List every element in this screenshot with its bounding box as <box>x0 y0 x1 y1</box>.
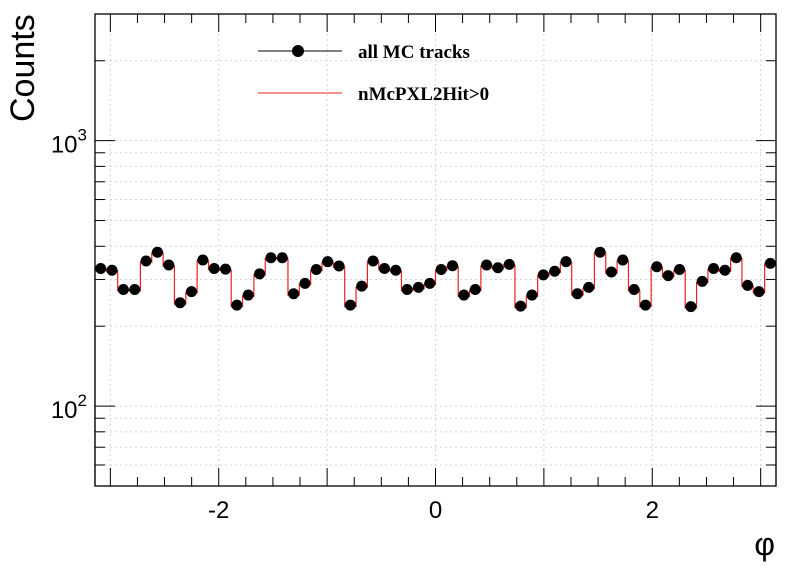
data-point <box>719 264 731 276</box>
x-tick-label: -2 <box>208 497 229 524</box>
data-point <box>95 262 107 274</box>
data-point <box>401 283 413 295</box>
data-point <box>447 260 459 272</box>
data-point <box>628 283 640 295</box>
data-point <box>299 277 311 289</box>
y-axis-title: Counts <box>4 14 42 122</box>
data-point <box>435 264 447 276</box>
legend-marker-all-mc-tracks <box>292 45 304 57</box>
data-point <box>764 257 776 269</box>
data-point <box>481 259 493 271</box>
legend-entry-all-mc-tracks: all MC tracks <box>258 42 470 63</box>
data-point <box>549 265 561 277</box>
y-tick-label: 102 <box>51 391 87 424</box>
data-point <box>617 254 629 266</box>
data-point <box>174 297 186 309</box>
data-point <box>696 275 708 287</box>
data-point <box>163 259 175 271</box>
data-point <box>605 266 617 278</box>
data-point <box>288 288 300 300</box>
data-point <box>220 263 232 275</box>
x-tick-label: 0 <box>429 497 442 524</box>
data-point <box>492 262 504 274</box>
data-point <box>344 299 356 311</box>
data-point <box>537 269 549 281</box>
data-point <box>276 252 288 264</box>
axis-ticks <box>95 13 776 487</box>
data-point <box>310 264 322 276</box>
data-point <box>571 288 583 300</box>
data-point <box>730 252 742 264</box>
data-point <box>185 286 197 298</box>
data-point <box>333 260 345 272</box>
data-point <box>106 264 118 276</box>
x-tick-label: 2 <box>646 497 659 524</box>
data-point <box>560 256 572 268</box>
data-point <box>367 255 379 267</box>
legend: all MC tracks nMcPXL2Hit>0 <box>258 42 489 105</box>
series-all-mc-tracks-markers <box>95 246 776 313</box>
data-point <box>594 246 606 258</box>
data-point <box>208 262 220 274</box>
data-point <box>458 289 470 301</box>
data-point <box>197 254 209 266</box>
data-point <box>469 283 481 295</box>
data-point <box>378 262 390 274</box>
legend-label-npxl2hit: nMcPXL2Hit>0 <box>358 84 489 105</box>
data-point <box>356 280 368 292</box>
data-point <box>515 300 527 312</box>
data-point <box>151 246 163 258</box>
data-point <box>242 289 254 301</box>
data-point <box>639 299 651 311</box>
data-point <box>231 299 243 311</box>
data-point <box>424 277 436 289</box>
data-point <box>708 262 720 274</box>
data-point <box>140 255 152 267</box>
y-tick-label: 103 <box>51 126 87 159</box>
data-point <box>254 268 266 280</box>
data-point <box>753 286 765 298</box>
data-point <box>503 258 515 270</box>
tick-labels: -2 0 2 102 103 <box>51 126 659 524</box>
data-point <box>526 289 538 301</box>
data-point <box>322 256 334 268</box>
data-point <box>742 279 754 291</box>
data-point <box>129 283 141 295</box>
data-point <box>651 261 663 273</box>
data-point <box>117 283 129 295</box>
x-axis-title: φ <box>754 526 775 562</box>
data-point <box>265 252 277 264</box>
legend-label-all-mc-tracks: all MC tracks <box>358 42 470 63</box>
data-point <box>685 301 697 313</box>
data-point <box>583 281 595 293</box>
data-point <box>662 270 674 282</box>
data-point <box>412 281 424 293</box>
data-point <box>674 264 686 276</box>
legend-entry-npxl2hit: nMcPXL2Hit>0 <box>258 84 489 105</box>
data-point <box>390 264 402 276</box>
